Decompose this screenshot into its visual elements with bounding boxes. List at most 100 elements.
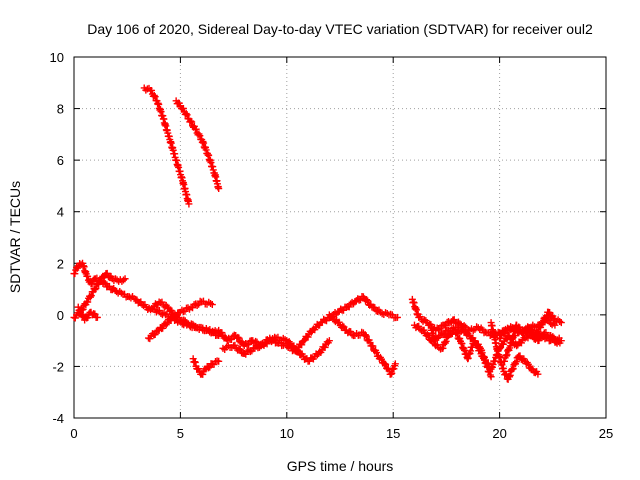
x-tick-label: 0 xyxy=(70,426,77,441)
data-point xyxy=(93,313,101,321)
data-point xyxy=(175,99,183,107)
y-tick-label: 4 xyxy=(57,205,64,220)
data-point xyxy=(84,298,92,306)
data-point xyxy=(363,296,371,304)
data-point xyxy=(263,340,271,348)
data-point xyxy=(103,269,111,277)
data-point xyxy=(183,111,191,119)
data-point xyxy=(557,319,565,327)
data-point xyxy=(162,321,170,329)
data-point xyxy=(382,360,390,368)
data-point xyxy=(78,312,86,320)
data-point xyxy=(516,352,524,360)
y-tick-label: -4 xyxy=(52,411,64,426)
data-point xyxy=(252,337,260,345)
series-track-g xyxy=(172,97,223,193)
series-track-o xyxy=(487,319,542,383)
data-point xyxy=(119,276,127,284)
data-point xyxy=(179,104,187,112)
data-point xyxy=(513,342,521,350)
x-tick-label: 25 xyxy=(599,426,613,441)
data-point xyxy=(517,339,525,347)
x-tick-label: 5 xyxy=(177,426,184,441)
x-tick-label: 15 xyxy=(386,426,400,441)
data-point xyxy=(215,185,223,193)
data-point xyxy=(497,334,505,342)
data-point xyxy=(215,357,223,365)
data-point xyxy=(484,363,492,371)
data-point xyxy=(182,110,190,118)
data-point xyxy=(453,329,461,337)
data-point xyxy=(509,365,517,373)
data-point xyxy=(188,118,196,126)
data-point xyxy=(185,200,193,208)
data-point xyxy=(441,338,449,346)
data-point xyxy=(534,370,542,378)
data-point xyxy=(151,93,159,101)
data-point xyxy=(166,314,174,322)
data-point xyxy=(486,368,494,376)
data-point xyxy=(339,322,347,330)
data-point xyxy=(192,125,200,133)
tick-labels: 0 5 10 15 20 25 -4 -2 0 2 4 6 8 10 xyxy=(50,50,614,441)
data-point xyxy=(187,117,195,125)
data-point xyxy=(227,335,235,343)
data-point xyxy=(506,373,514,381)
data-point xyxy=(420,326,428,334)
data-point xyxy=(464,330,472,338)
data-point xyxy=(199,370,207,378)
data-point xyxy=(362,332,370,340)
data-point xyxy=(447,330,455,338)
data-point xyxy=(329,313,337,321)
data-point xyxy=(557,337,565,345)
data-point xyxy=(325,337,333,345)
data-point xyxy=(177,317,185,325)
data-point xyxy=(87,292,95,300)
data-point xyxy=(487,373,495,381)
data-points xyxy=(70,84,565,383)
data-point xyxy=(235,334,243,342)
y-tick-label: 2 xyxy=(57,256,64,271)
data-point xyxy=(221,333,229,341)
data-point xyxy=(393,313,401,321)
data-point xyxy=(77,306,85,314)
data-point xyxy=(71,270,79,278)
data-point xyxy=(97,277,105,285)
data-point xyxy=(191,358,199,366)
data-point xyxy=(390,365,398,373)
y-tick-label: -2 xyxy=(52,359,64,374)
series-track-n xyxy=(428,326,495,381)
data-point xyxy=(361,331,369,339)
data-point xyxy=(529,365,537,373)
data-point xyxy=(84,314,92,322)
data-point xyxy=(388,369,396,377)
data-point xyxy=(506,371,514,379)
series-track-c xyxy=(74,303,101,324)
data-point xyxy=(152,308,160,316)
data-point xyxy=(246,348,254,356)
data-point xyxy=(512,358,520,366)
data-point xyxy=(234,333,242,341)
data-point xyxy=(486,371,494,379)
data-point xyxy=(295,347,303,355)
data-point xyxy=(304,333,312,341)
series-track-e xyxy=(151,306,223,337)
series-track-k xyxy=(325,311,399,378)
data-point xyxy=(369,342,377,350)
data-point xyxy=(194,365,202,373)
data-point xyxy=(84,272,92,280)
data-point xyxy=(535,336,543,344)
y-tick-label: 0 xyxy=(57,308,64,323)
data-point xyxy=(255,343,263,351)
axis-ticks xyxy=(73,56,607,419)
data-point xyxy=(189,304,197,312)
data-point xyxy=(164,303,172,311)
data-point xyxy=(453,330,461,338)
data-point xyxy=(364,297,372,305)
data-point xyxy=(286,339,294,347)
data-point xyxy=(159,324,167,332)
data-point xyxy=(268,338,276,346)
x-tick-label: 10 xyxy=(280,426,294,441)
data-point xyxy=(300,337,308,345)
